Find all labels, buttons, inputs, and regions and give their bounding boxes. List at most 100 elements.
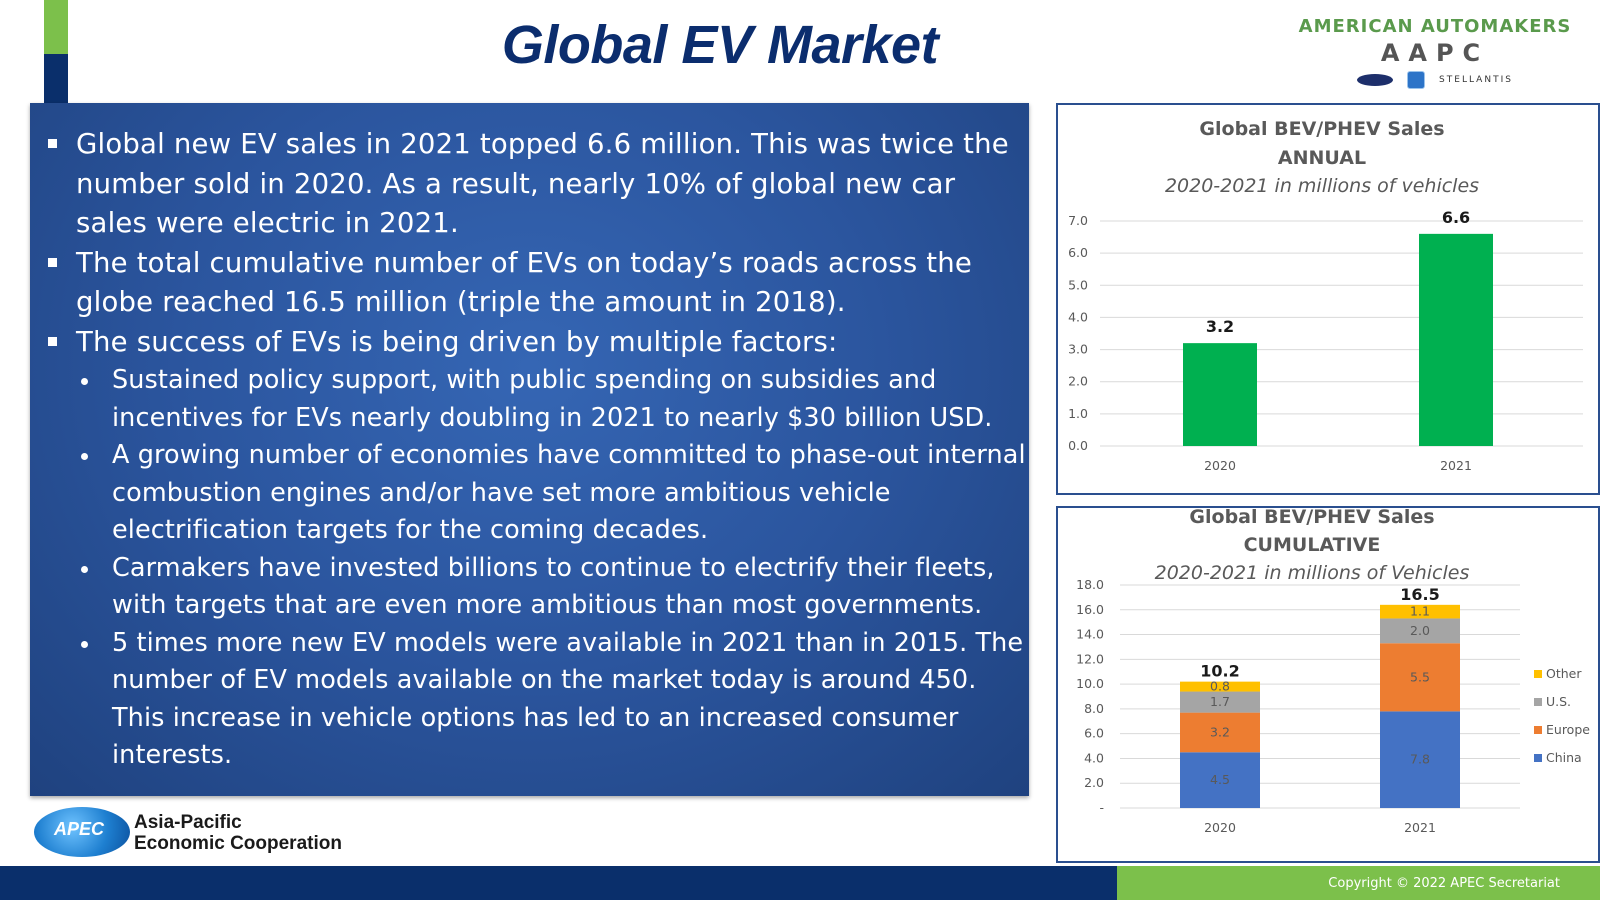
cumulative-chart: Global BEV/PHEV Sales CUMULATIVE 2020-2021…: [1056, 506, 1600, 863]
footer-bar-navy: [0, 866, 1117, 900]
aapc-logo-mid: AAPC: [1380, 39, 1490, 67]
y-tick-label: -: [1099, 800, 1104, 815]
bullet-item: Global new EV sales in 2021 topped 6.6 m…: [46, 125, 1026, 244]
x-tick-label: 2020: [1204, 820, 1236, 835]
y-tick-label: 7.0: [1068, 213, 1088, 228]
accent-bar-green: [44, 0, 68, 54]
bullet-marker-icon: [48, 257, 57, 267]
bar-segment: [1380, 643, 1460, 712]
y-tick-label: 6.0: [1084, 726, 1104, 741]
gm-logo-icon: [1407, 71, 1426, 89]
bullet-item: 5 times more new EV models were availabl…: [46, 625, 1026, 775]
y-tick-label: 16.0: [1076, 602, 1104, 617]
copyright-text: Copyright © 2022 APEC Secretariat: [1328, 876, 1560, 891]
apec-name: Asia-Pacific Economic Cooperation: [134, 812, 342, 854]
legend-swatch: [1534, 726, 1542, 734]
legend-swatch: [1534, 698, 1542, 706]
bullet-text: The success of EVs is being driven by mu…: [76, 325, 838, 358]
bullet-text: A growing number of economies have commi…: [112, 440, 1026, 545]
segment-label: 7.8: [1410, 752, 1430, 767]
accent-bar-navy: [44, 54, 68, 104]
y-tick-label: 3.0: [1068, 342, 1088, 357]
apec-badge: APEC: [54, 819, 105, 839]
y-tick-label: 14.0: [1076, 627, 1104, 642]
total-label: 10.2: [1200, 662, 1239, 681]
bar-segment: [1180, 752, 1260, 808]
y-tick-label: 12.0: [1076, 651, 1104, 666]
x-tick-label: 2021: [1440, 458, 1472, 473]
footer-bar-green: [1117, 866, 1600, 900]
bullet-marker-icon: [81, 640, 88, 648]
bar-segment: [1380, 618, 1460, 644]
bullet-marker-icon: [81, 378, 88, 385]
legend-label: Europe: [1546, 722, 1590, 737]
bar-segment: [1180, 691, 1260, 713]
bullet-text: Sustained policy support, with public sp…: [112, 365, 993, 433]
data-label: 3.2: [1206, 317, 1234, 336]
stellantis-logo: STELLANTIS: [1439, 75, 1513, 85]
bullet-text: Global new EV sales in 2021 topped 6.6 m…: [76, 128, 1009, 239]
segment-label: 0.8: [1210, 679, 1230, 694]
segment-label: 1.1: [1410, 604, 1430, 619]
legend-label: U.S.: [1546, 694, 1571, 709]
bullet-text: 5 times more new EV models were availabl…: [112, 627, 1024, 771]
bar-segment: [1180, 712, 1260, 753]
segment-label: 4.5: [1210, 772, 1230, 787]
total-label: 16.5: [1400, 585, 1439, 604]
chart-title-line2: CUMULATIVE: [1244, 534, 1381, 556]
bullet-item: The total cumulative number of EVs on to…: [46, 244, 1026, 323]
segment-label: 5.5: [1410, 669, 1430, 684]
x-tick-label: 2021: [1404, 820, 1436, 835]
y-tick-label: 2.0: [1068, 374, 1088, 389]
apec-name-line2: Economic Cooperation: [134, 833, 342, 854]
legend-label: China: [1546, 750, 1582, 765]
segment-label: 2.0: [1410, 623, 1430, 638]
ford-logo-icon: [1357, 74, 1394, 86]
chart-title: Global BEV/PHEV Sales: [1199, 118, 1444, 140]
y-tick-label: 18.0: [1076, 577, 1104, 592]
y-tick-label: 2.0: [1084, 775, 1104, 790]
bar-segment: [1180, 681, 1260, 692]
bullet-text: Carmakers have invested billions to cont…: [112, 552, 995, 621]
segment-label: 1.7: [1210, 694, 1230, 709]
apec-globe-icon: [34, 807, 130, 857]
content-panel: [30, 103, 1029, 796]
apec-name-line1: Asia-Pacific: [134, 812, 242, 833]
chart-subtitle: 2020-2021 in millions of vehicles: [1165, 175, 1479, 197]
bullet-marker-icon: [48, 336, 57, 346]
apec-logo: APEC Asia-Pacific Economic Cooperation: [34, 805, 364, 859]
brand-logos: STELLANTIS: [1290, 71, 1580, 89]
data-label: 6.6: [1442, 208, 1470, 227]
chart-title-line2: ANNUAL: [1278, 147, 1366, 169]
bullet-text: The total cumulative number of EVs on to…: [76, 246, 973, 319]
bar: [1183, 343, 1257, 446]
y-tick-label: 4.0: [1068, 309, 1088, 324]
y-tick-label: 0.0: [1068, 438, 1088, 453]
bullet-item: The success of EVs is being driven by mu…: [46, 323, 1026, 363]
bullet-item: Carmakers have invested billions to cont…: [46, 550, 1026, 625]
bullet-marker-icon: [48, 139, 57, 148]
bullet-item: Sustained policy support, with public sp…: [46, 362, 1026, 437]
y-tick-label: 4.0: [1084, 750, 1104, 765]
chart-title: Global BEV/PHEV Sales: [1189, 508, 1434, 528]
bullet-marker-icon: [81, 565, 88, 573]
legend-swatch: [1534, 754, 1542, 762]
legend-swatch: [1534, 670, 1542, 678]
y-tick-label: 6.0: [1068, 245, 1088, 260]
chart-subtitle: 2020-2021 in millions of Vehicles: [1155, 562, 1470, 584]
legend-label: Other: [1546, 666, 1582, 681]
bar-segment: [1380, 604, 1460, 619]
x-tick-label: 2020: [1204, 458, 1236, 473]
y-tick-label: 10.0: [1076, 676, 1104, 691]
slide-title: Global EV Market: [501, 15, 939, 75]
y-tick-label: 8.0: [1084, 701, 1104, 716]
bullet-item: A growing number of economies have commi…: [46, 437, 1026, 550]
y-tick-label: 5.0: [1068, 277, 1088, 292]
bullet-marker-icon: [81, 453, 88, 460]
segment-label: 3.2: [1210, 724, 1230, 739]
aapc-logo: AMERICAN AUTOMAKERS AAPC STELLANTIS: [1290, 16, 1580, 89]
bullet-list: Global new EV sales in 2021 topped 6.6 m…: [46, 125, 1026, 775]
bar-segment: [1380, 711, 1460, 808]
y-tick-label: 1.0: [1068, 406, 1088, 421]
annual-chart: Global BEV/PHEV Sales ANNUAL 2020-2021 in …: [1056, 103, 1600, 495]
